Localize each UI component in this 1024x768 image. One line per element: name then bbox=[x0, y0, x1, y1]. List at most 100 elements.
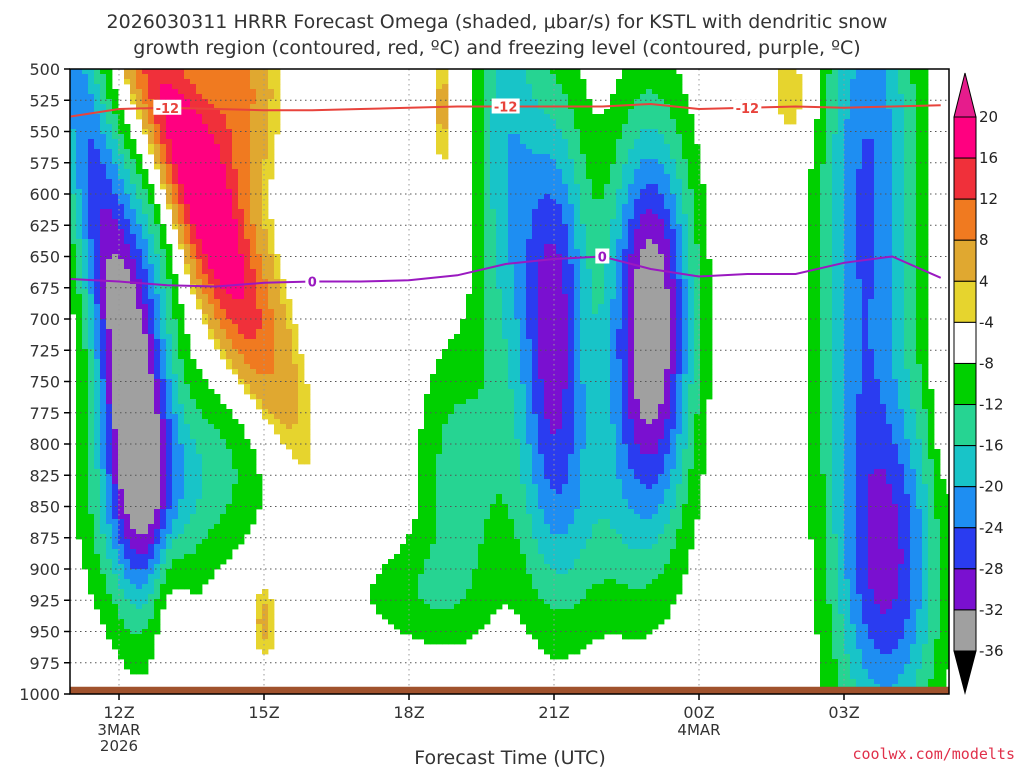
omega-cell bbox=[442, 369, 449, 375]
omega-cell bbox=[160, 339, 167, 345]
omega-cell bbox=[166, 504, 173, 510]
omega-cell bbox=[472, 429, 479, 435]
omega-cell bbox=[256, 359, 263, 365]
omega-cell bbox=[82, 144, 89, 150]
omega-cell bbox=[286, 414, 293, 420]
omega-cell bbox=[106, 379, 113, 385]
omega-cell bbox=[454, 494, 461, 500]
omega-cell bbox=[184, 539, 191, 545]
omega-cell bbox=[148, 359, 155, 365]
omega-cell bbox=[250, 149, 257, 155]
omega-cell bbox=[454, 384, 461, 390]
omega-cell bbox=[220, 474, 227, 480]
omega-cell bbox=[442, 499, 449, 505]
omega-cell bbox=[256, 404, 263, 410]
omega-cell bbox=[106, 614, 113, 620]
omega-cell bbox=[256, 394, 263, 400]
omega-cell bbox=[70, 299, 77, 305]
omega-cell bbox=[148, 114, 155, 120]
omega-cell bbox=[442, 579, 449, 585]
omega-cell bbox=[148, 369, 155, 375]
omega-cell bbox=[304, 424, 311, 430]
omega-cell bbox=[208, 464, 215, 470]
omega-cell bbox=[136, 409, 143, 415]
omega-cell bbox=[148, 494, 155, 500]
omega-cell bbox=[190, 574, 197, 580]
omega-cell bbox=[88, 79, 95, 85]
omega-cell bbox=[268, 84, 275, 90]
omega-cell bbox=[136, 629, 143, 635]
omega-cell bbox=[442, 419, 449, 425]
omega-cell bbox=[436, 389, 443, 395]
omega-cell bbox=[76, 419, 83, 425]
omega-cell bbox=[256, 94, 263, 100]
omega-cell bbox=[160, 299, 167, 305]
omega-cell bbox=[148, 414, 155, 420]
omega-cell bbox=[184, 509, 191, 515]
omega-cell bbox=[430, 474, 437, 480]
omega-cell bbox=[76, 294, 83, 300]
omega-cell bbox=[88, 584, 95, 590]
omega-cell bbox=[160, 294, 167, 300]
omega-cell bbox=[130, 229, 137, 235]
omega-cell bbox=[94, 319, 101, 325]
omega-cell bbox=[94, 204, 101, 210]
omega-cell bbox=[250, 494, 257, 500]
omega-cell bbox=[244, 194, 251, 200]
omega-cell bbox=[208, 134, 215, 140]
omega-cell bbox=[196, 239, 203, 245]
omega-cell bbox=[460, 499, 467, 505]
omega-cell bbox=[106, 169, 113, 175]
omega-cell bbox=[424, 614, 431, 620]
omega-cell bbox=[418, 574, 425, 580]
omega-cell bbox=[76, 429, 83, 435]
omega-cell bbox=[100, 484, 107, 490]
omega-cell bbox=[142, 104, 149, 110]
omega-cell bbox=[196, 569, 203, 575]
omega-cell bbox=[166, 114, 173, 120]
omega-cell bbox=[472, 589, 479, 595]
omega-cell bbox=[82, 124, 89, 130]
omega-cell bbox=[430, 584, 437, 590]
omega-cell bbox=[184, 139, 191, 145]
omega-cell bbox=[88, 429, 95, 435]
omega-cell bbox=[136, 624, 143, 630]
omega-cell bbox=[142, 599, 149, 605]
omega-cell bbox=[442, 514, 449, 520]
omega-cell bbox=[154, 124, 161, 130]
omega-cell bbox=[370, 599, 377, 605]
omega-cell bbox=[388, 579, 395, 585]
omega-cell bbox=[238, 334, 245, 340]
omega-cell bbox=[484, 334, 491, 340]
omega-cell bbox=[274, 124, 281, 130]
omega-cell bbox=[472, 89, 479, 95]
omega-cell bbox=[88, 239, 95, 245]
omega-cell bbox=[118, 549, 125, 555]
omega-cell bbox=[232, 444, 239, 450]
omega-cell bbox=[148, 454, 155, 460]
omega-cell bbox=[94, 439, 101, 445]
omega-cell bbox=[484, 489, 491, 495]
omega-cell bbox=[436, 409, 443, 415]
omega-cell bbox=[82, 309, 89, 315]
omega-cell bbox=[496, 509, 503, 515]
omega-cell bbox=[250, 129, 257, 135]
omega-cell bbox=[220, 229, 227, 235]
omega-cell bbox=[442, 384, 449, 390]
omega-cell bbox=[112, 104, 119, 110]
omega-cell bbox=[268, 94, 275, 100]
omega-cell bbox=[106, 569, 113, 575]
omega-cell bbox=[250, 134, 257, 140]
omega-cell bbox=[250, 274, 257, 280]
omega-cell bbox=[76, 234, 83, 240]
omega-cell bbox=[454, 619, 461, 625]
omega-cell bbox=[196, 129, 203, 135]
omega-cell bbox=[412, 574, 419, 580]
omega-cell bbox=[112, 389, 119, 395]
omega-cell bbox=[382, 589, 389, 595]
omega-cell bbox=[262, 349, 269, 355]
omega-cell bbox=[418, 624, 425, 630]
omega-cell bbox=[160, 529, 167, 535]
omega-cell bbox=[214, 214, 221, 220]
omega-cell bbox=[214, 109, 221, 115]
